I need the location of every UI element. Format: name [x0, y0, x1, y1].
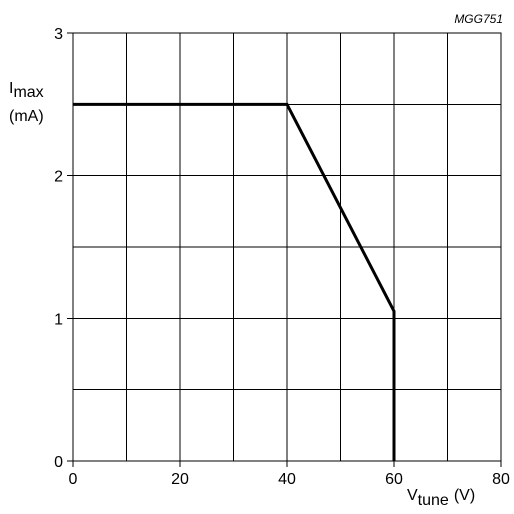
- figure-code: MGG751: [454, 12, 503, 26]
- series-line-1: [73, 102, 396, 461]
- y-axis-title-main: Imax: [9, 80, 44, 101]
- y-axis-unit: (mA): [9, 108, 44, 125]
- series: [73, 102, 396, 461]
- x-axis-title-main: Vtune (V): [407, 487, 475, 509]
- tick-labels: 0 20 40 60 80 0 1 2 3: [54, 26, 510, 488]
- x-tick-label: 0: [69, 471, 78, 488]
- y-tick-label: 0: [54, 454, 63, 471]
- y-tick-label: 1: [54, 311, 63, 328]
- y-tick-label: 3: [54, 26, 63, 43]
- y-axis-title: Imax (mA): [9, 80, 44, 125]
- x-tick-label: 20: [171, 471, 189, 488]
- grid: [67, 32, 502, 467]
- x-tick-label: 60: [385, 471, 403, 488]
- y-tick-label: 2: [54, 169, 63, 186]
- x-tick-label: 40: [278, 471, 296, 488]
- x-tick-label: 80: [492, 471, 510, 488]
- x-axis-title: Vtune (V): [407, 487, 475, 509]
